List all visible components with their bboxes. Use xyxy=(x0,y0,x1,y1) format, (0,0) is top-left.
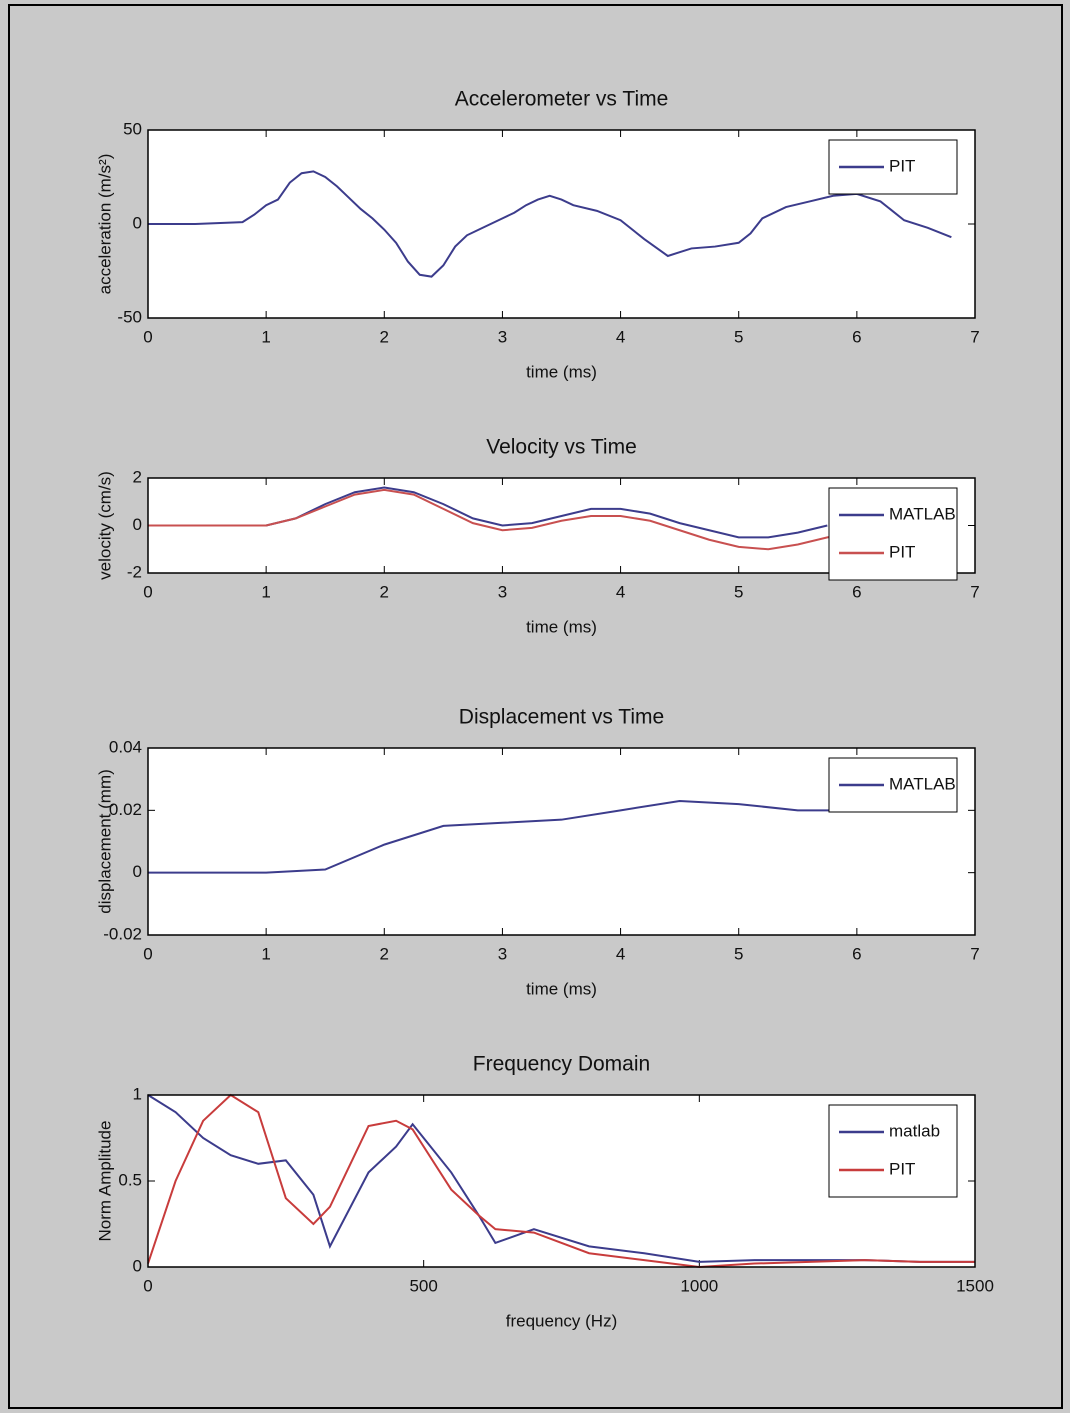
x-tick-label: 5 xyxy=(734,582,743,601)
x-tick-label: 5 xyxy=(734,944,743,963)
y-axis-label: velocity (cm/s) xyxy=(95,471,114,580)
x-tick-label: 1 xyxy=(261,944,270,963)
legend-label: MATLAB xyxy=(889,774,956,793)
x-tick-label: 1 xyxy=(261,582,270,601)
y-tick-label: 0 xyxy=(133,862,142,881)
y-tick-label: 0 xyxy=(133,515,142,534)
x-axis-label: time (ms) xyxy=(526,362,597,381)
chart-title: Velocity vs Time xyxy=(486,436,637,459)
x-tick-label: 4 xyxy=(616,944,625,963)
y-tick-label: 0 xyxy=(133,213,142,232)
y-tick-label: -0.02 xyxy=(103,924,142,943)
y-tick-label: 2 xyxy=(133,467,142,486)
x-tick-label: 7 xyxy=(970,582,979,601)
x-tick-label: 2 xyxy=(380,327,389,346)
x-tick-label: 0 xyxy=(143,1276,152,1295)
y-tick-label: 0.5 xyxy=(118,1170,142,1189)
legend-label: MATLAB xyxy=(889,504,956,523)
x-tick-label: 2 xyxy=(380,582,389,601)
y-tick-label: 0 xyxy=(133,1256,142,1275)
y-axis-label: acceleration (m/s²) xyxy=(95,154,114,295)
legend-label: PIT xyxy=(889,1159,915,1178)
x-tick-label: 6 xyxy=(852,327,861,346)
x-axis-label: time (ms) xyxy=(526,979,597,998)
legend-label: matlab xyxy=(889,1121,940,1140)
x-tick-label: 3 xyxy=(498,327,507,346)
y-tick-label: 1 xyxy=(133,1084,142,1103)
x-tick-label: 1500 xyxy=(956,1276,994,1295)
legend-label: PIT xyxy=(889,542,915,561)
x-tick-label: 2 xyxy=(380,944,389,963)
x-tick-label: 0 xyxy=(143,582,152,601)
legend-box xyxy=(829,488,957,580)
x-tick-label: 0 xyxy=(143,944,152,963)
legend-label: PIT xyxy=(889,156,915,175)
y-axis-label: displacement (mm) xyxy=(95,769,114,914)
x-tick-label: 7 xyxy=(970,327,979,346)
chart-title: Frequency Domain xyxy=(473,1053,650,1076)
x-tick-label: 4 xyxy=(616,327,625,346)
x-tick-label: 6 xyxy=(852,582,861,601)
y-tick-label: -50 xyxy=(117,307,142,326)
x-tick-label: 3 xyxy=(498,582,507,601)
x-axis-label: time (ms) xyxy=(526,617,597,636)
x-tick-label: 500 xyxy=(409,1276,437,1295)
x-tick-label: 6 xyxy=(852,944,861,963)
figure: Accelerometer vs Time time (ms) accelerati… xyxy=(0,0,1070,1413)
x-tick-label: 7 xyxy=(970,944,979,963)
y-axis-label: Norm Amplitude xyxy=(95,1121,114,1242)
x-tick-label: 0 xyxy=(143,327,152,346)
y-tick-label: 50 xyxy=(123,119,142,138)
x-tick-label: 4 xyxy=(616,582,625,601)
legend-box xyxy=(829,1105,957,1197)
x-tick-label: 3 xyxy=(498,944,507,963)
y-tick-label: 0.02 xyxy=(109,800,142,819)
x-tick-label: 1000 xyxy=(680,1276,718,1295)
y-tick-label: 0.04 xyxy=(109,737,142,756)
x-tick-label: 1 xyxy=(261,327,270,346)
x-tick-label: 5 xyxy=(734,327,743,346)
y-tick-label: -2 xyxy=(127,562,142,581)
chart-title: Accelerometer vs Time xyxy=(455,88,669,111)
chart-title: Displacement vs Time xyxy=(459,706,664,729)
x-axis-label: frequency (Hz) xyxy=(506,1311,617,1330)
